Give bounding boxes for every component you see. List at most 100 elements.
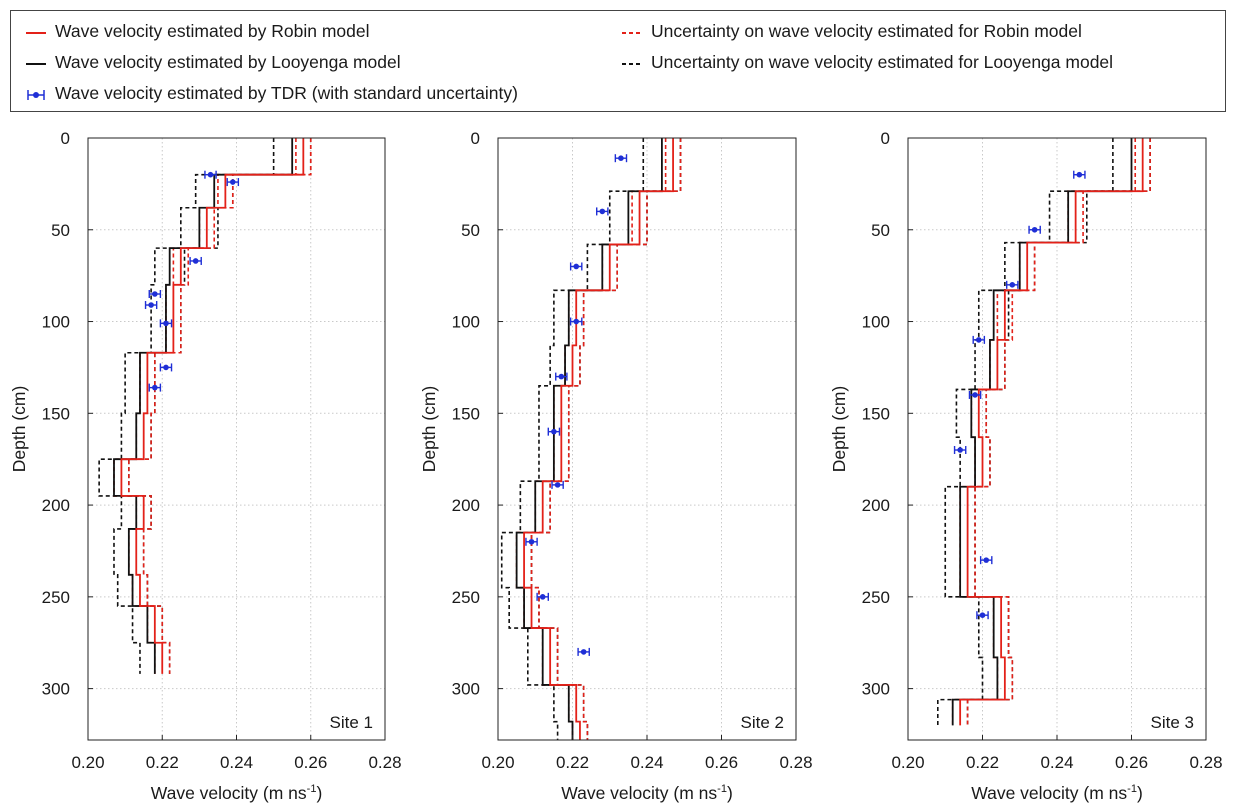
tdr-marker [573, 263, 580, 270]
legend-label-looyenga-uncertainty: Uncertainty on wave velocity estimated f… [651, 52, 1114, 72]
x-tick-label: 0.28 [368, 753, 401, 772]
legend-swatch-looyenga-dashed [621, 55, 643, 69]
tdr-marker [163, 364, 169, 371]
tdr-point [577, 647, 590, 656]
x-tick-label: 0.20 [891, 753, 924, 772]
x-tick-label: 0.28 [779, 753, 812, 772]
tdr-marker [983, 557, 990, 563]
tdr-marker [599, 208, 606, 215]
tdr-marker [1076, 171, 1083, 178]
looyenga-uncertainty-lower-line [500, 138, 645, 740]
robin-uncertainty-upper-line [128, 138, 312, 674]
site-label: Site 3 [1151, 713, 1194, 732]
tdr-point [569, 317, 583, 326]
legend-label-robin-uncertainty: Uncertainty on wave velocity estimated f… [651, 21, 1082, 41]
looyenga-line [113, 138, 294, 674]
legend-swatch-looyenga-solid [25, 55, 47, 69]
tdr-point [1028, 225, 1041, 234]
legend-label-tdr: Wave velocity estimated by TDR (with sta… [55, 83, 518, 103]
y-tick-label: 250 [42, 588, 70, 607]
y-tick-label: 100 [42, 313, 70, 332]
tdr-point [968, 390, 982, 399]
x-axis-label: Wave velocity (m ns-1) [561, 783, 733, 803]
x-tick-label: 0.26 [1115, 753, 1148, 772]
y-tick-label: 200 [452, 496, 480, 515]
legend-item-looyenga-uncertainty: Uncertainty on wave velocity estimated f… [621, 51, 1113, 73]
tdr-point [525, 537, 538, 546]
tdr-marker [573, 318, 580, 325]
site-label: Site 1 [330, 713, 373, 732]
tdr-point [1073, 170, 1086, 179]
y-tick-label: 50 [461, 221, 480, 240]
tdr-point [226, 178, 240, 187]
tdr-marker [558, 373, 565, 380]
x-tick-label: 0.22 [966, 753, 999, 772]
tdr-marker [979, 612, 986, 618]
tdr-point [536, 592, 549, 601]
tdr-marker [163, 320, 169, 327]
tdr-point [1006, 280, 1019, 289]
x-axis-label: Wave velocity (m ns-1) [151, 783, 323, 803]
tdr-point [555, 372, 568, 381]
tdr-marker [972, 392, 978, 398]
tdr-point [189, 256, 202, 265]
tdr-marker [957, 447, 963, 453]
tdr-marker [192, 258, 199, 264]
legend-item-robin-uncertainty: Uncertainty on wave velocity estimated f… [621, 20, 1082, 42]
y-tick-label: 300 [42, 680, 70, 699]
legend-label-robin: Wave velocity estimated by Robin model [55, 21, 370, 41]
tdr-point [614, 154, 628, 163]
tdr-marker [539, 594, 546, 600]
tdr-marker [618, 155, 624, 161]
y-tick-label: 150 [452, 404, 480, 423]
tdr-marker [551, 428, 557, 435]
y-tick-label: 250 [452, 588, 480, 607]
y-tick-label: 0 [61, 129, 70, 148]
tdr-marker [207, 171, 214, 178]
y-tick-label: 50 [51, 221, 70, 240]
robin-line [120, 138, 305, 674]
tdr-marker [148, 302, 154, 308]
tdr-marker [152, 291, 158, 297]
x-tick-label: 0.24 [1040, 753, 1073, 772]
tdr-point [976, 611, 989, 620]
tdr-point [547, 427, 561, 436]
y-tick-label: 250 [862, 588, 890, 607]
x-tick-label: 0.20 [71, 753, 104, 772]
x-tick-label: 0.26 [705, 753, 738, 772]
y-tick-label: 0 [471, 129, 480, 148]
x-tick-label: 0.28 [1189, 753, 1222, 772]
y-tick-label: 300 [862, 680, 890, 699]
tdr-point [569, 262, 583, 271]
tdr-marker [975, 337, 982, 343]
legend-item-tdr: Wave velocity estimated by TDR (with sta… [25, 82, 518, 104]
legend-item-looyenga: Wave velocity estimated by Looyenga mode… [25, 51, 401, 73]
tdr-point [979, 556, 993, 565]
legend-label-looyenga: Wave velocity estimated by Looyenga mode… [55, 52, 401, 72]
y-tick-label: 150 [42, 404, 70, 423]
y-tick-label: 300 [452, 680, 480, 699]
chart-site-1: 0.20 0.22 0.24 0.26 0.28 0 50 100 150 200 250 300 Wa… [9, 129, 402, 803]
y-axis-label: Depth (cm) [419, 386, 439, 473]
y-tick-label: 200 [862, 496, 890, 515]
tdr-marker [554, 482, 561, 488]
x-tick-label: 0.24 [630, 753, 663, 772]
legend-item-robin: Wave velocity estimated by Robin model [25, 20, 370, 42]
y-tick-label: 150 [862, 404, 890, 423]
y-tick-label: 100 [452, 313, 480, 332]
tdr-point [159, 363, 173, 372]
looyenga-uncertainty-lower-line [98, 138, 275, 674]
tdr-marker [528, 538, 535, 545]
tdr-marker [580, 649, 587, 655]
tdr-marker [229, 179, 236, 185]
y-tick-label: 0 [881, 129, 890, 148]
tdr-point [144, 301, 158, 310]
robin-line [959, 138, 1144, 726]
x-tick-label: 0.26 [294, 753, 327, 772]
site-label: Site 2 [741, 713, 784, 732]
tdr-point [159, 319, 173, 328]
legend-swatch-robin-dashed [621, 24, 643, 38]
tdr-point [204, 170, 217, 179]
legend-box: Wave velocity estimated by Robin model W… [10, 10, 1226, 112]
x-tick-label: 0.22 [146, 753, 179, 772]
